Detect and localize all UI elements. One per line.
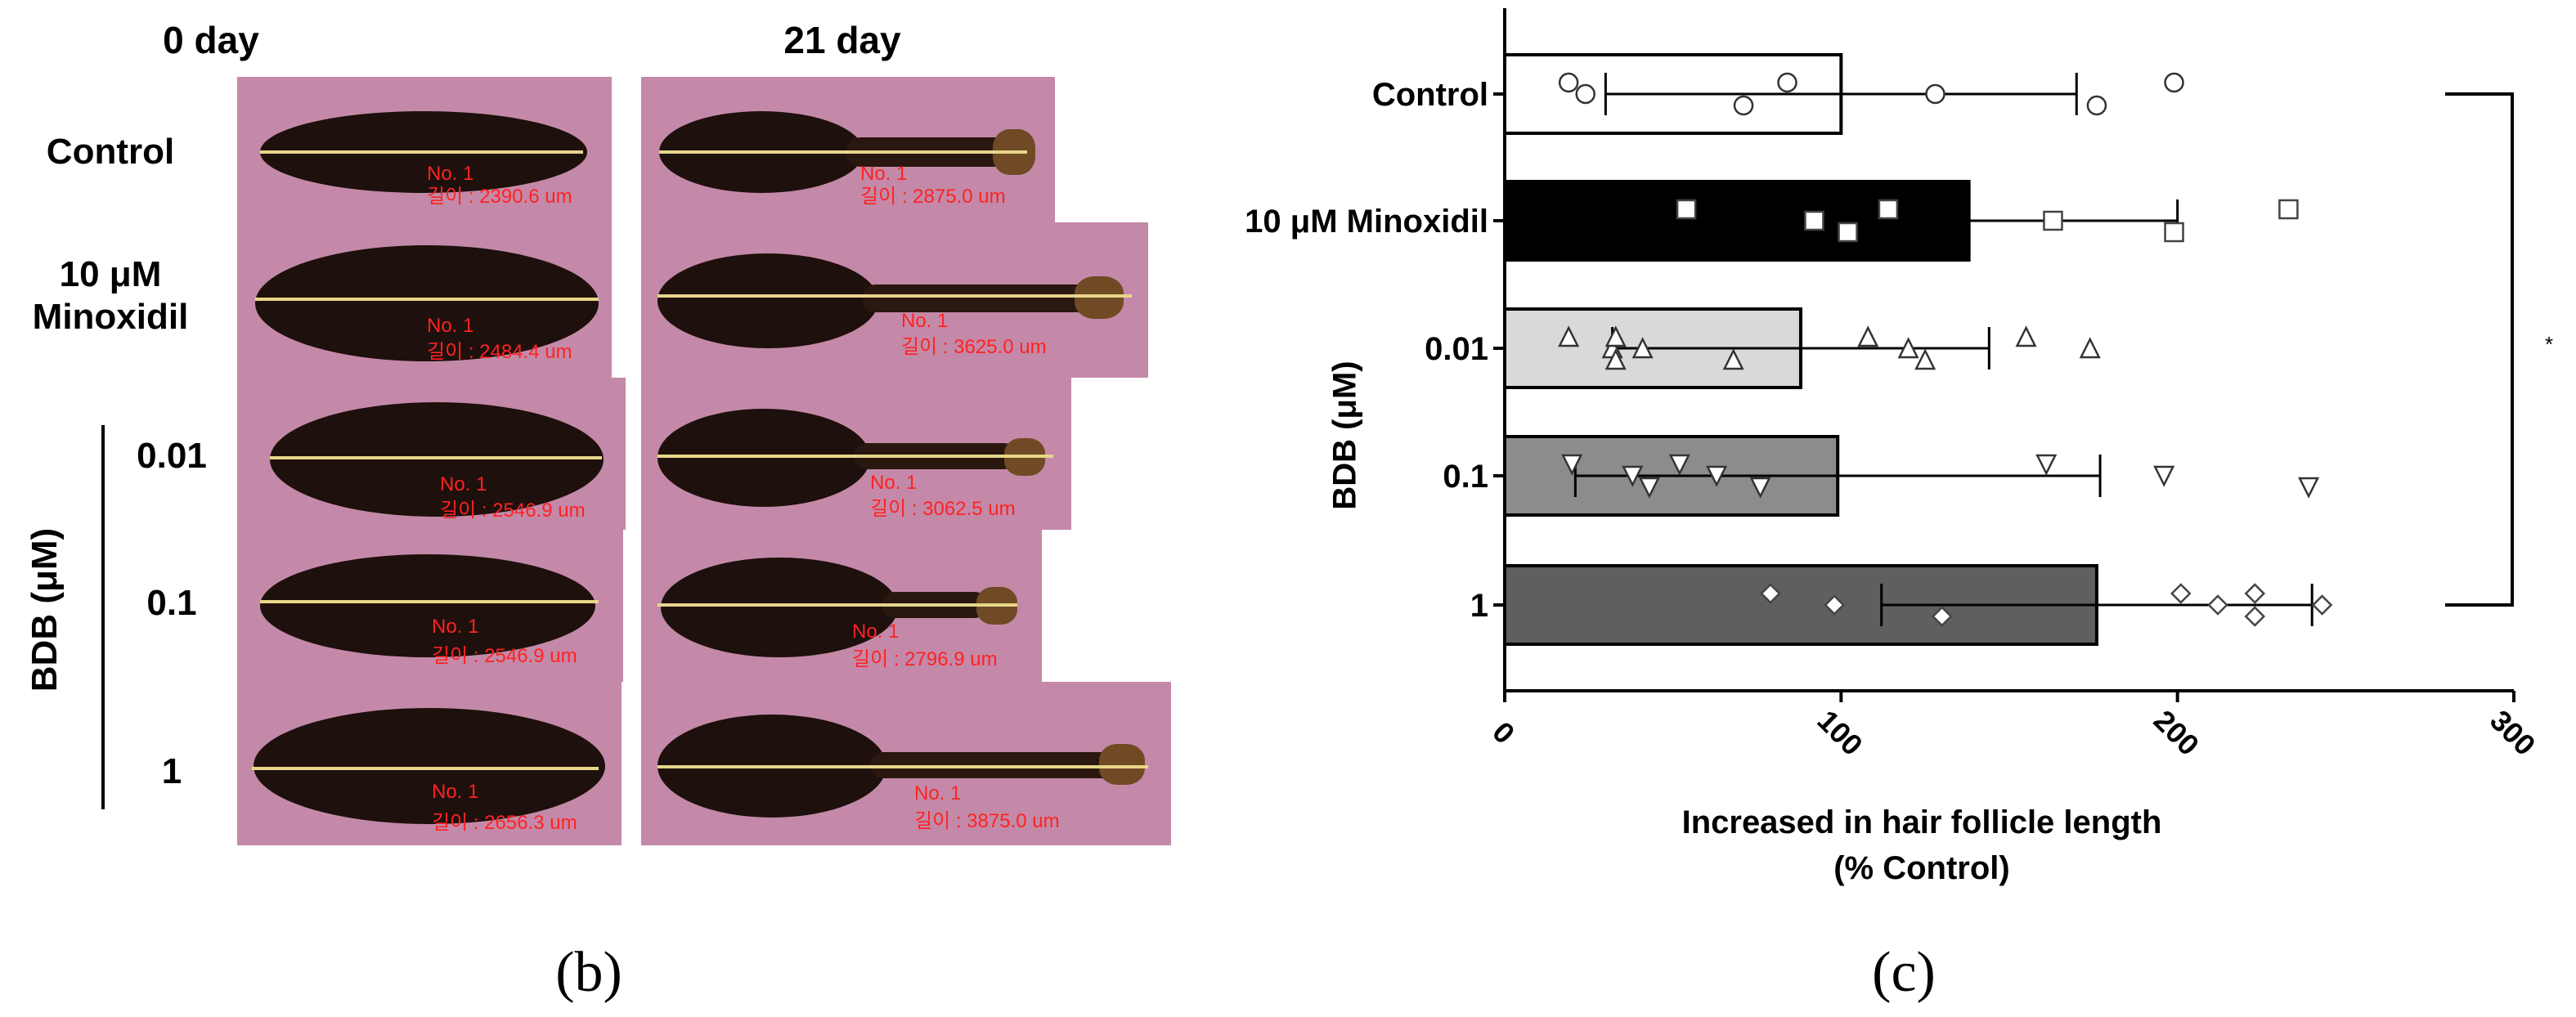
tile-length: 길이 : 2546.9 um xyxy=(440,500,586,522)
row-label-minoxidil: 10 μM Minoxidil xyxy=(32,254,189,337)
data-point xyxy=(2164,72,2184,93)
data-point xyxy=(1706,465,1728,487)
tile-length: 길이 : 2875.0 um xyxy=(860,186,1006,208)
follicle-image-control-21day: No. 1 길이 : 2875.0 um xyxy=(641,77,1055,222)
row-label-0-1: 0.1 xyxy=(146,583,197,623)
x-tick-label: 100 xyxy=(1811,703,1869,761)
follicle-image-minoxidil-21day: No. 1 길이 : 3625.0 um xyxy=(641,222,1148,378)
tile-length: 길이 : 2546.9 um xyxy=(432,645,577,667)
data-point xyxy=(1838,222,1858,243)
category-label: 1 xyxy=(1470,588,1488,624)
data-point xyxy=(1638,477,1660,499)
data-point xyxy=(1561,454,1583,476)
data-point xyxy=(1824,594,1845,616)
data-point xyxy=(2164,222,2184,243)
category-label: 10 μM Minoxidil xyxy=(1245,204,1488,240)
category-label: 0.01 xyxy=(1425,331,1488,367)
data-point xyxy=(2170,583,2192,604)
tile-number: No. 1 xyxy=(852,621,900,643)
x-tick-label: 200 xyxy=(2147,703,2206,761)
data-point xyxy=(1897,337,1919,359)
tile-length: 길이 : 3875.0 um xyxy=(914,810,1060,832)
data-point xyxy=(2244,606,2266,627)
follicle-image-bdb-0.1-21day: No. 1 길이 : 2796.9 um xyxy=(641,530,1042,682)
data-point xyxy=(1676,199,1697,220)
data-point xyxy=(1622,465,1644,487)
tile-length: 길이 : 2796.9 um xyxy=(852,648,998,670)
column-title-0-day: 0 day xyxy=(163,19,259,61)
follicle-image-bdb-0.01-0day: No. 1 길이 : 2546.9 um xyxy=(237,378,626,530)
data-point xyxy=(2244,583,2266,604)
data-point xyxy=(1749,477,1771,499)
x-axis-title: Increased in hair follicle length (% Con… xyxy=(1681,804,2162,886)
tile-number: No. 1 xyxy=(914,782,962,804)
data-point xyxy=(2278,199,2299,220)
data-point xyxy=(1558,325,1580,347)
data-point xyxy=(1760,583,1781,604)
data-point xyxy=(1777,72,1797,93)
y-axis-title: BDB (μM) xyxy=(1326,361,1363,510)
data-point xyxy=(1668,454,1690,476)
panel-label-b: (b) xyxy=(555,941,622,1004)
data-point xyxy=(1631,337,1654,359)
tile-number: No. 1 xyxy=(870,472,918,494)
category-label: Control xyxy=(1372,77,1488,113)
data-point xyxy=(1925,83,1945,105)
significance-bracket xyxy=(2445,92,2514,607)
data-point xyxy=(2035,454,2058,476)
follicle-image-bdb-1-0day: No. 1 길이 : 2656.3 um xyxy=(237,682,622,845)
tile-number: No. 1 xyxy=(432,781,479,803)
tile-number: No. 1 xyxy=(427,315,474,337)
data-point xyxy=(1722,348,1744,370)
data-point xyxy=(2015,325,2037,347)
data-point xyxy=(1931,606,1953,627)
data-point xyxy=(1604,348,1627,370)
tile-number: No. 1 xyxy=(860,163,908,185)
tile-number: No. 1 xyxy=(440,473,487,495)
data-point xyxy=(2298,477,2320,499)
panel-label-c: (c) xyxy=(1872,941,1936,1004)
data-point xyxy=(1878,199,1899,220)
follicle-image-control-0day: No. 1 길이 : 2390.6 um xyxy=(237,77,612,222)
tile-number: No. 1 xyxy=(427,163,474,185)
tile-number: No. 1 xyxy=(901,310,949,332)
data-point xyxy=(1575,83,1595,105)
category-label: 0.1 xyxy=(1443,459,1488,495)
data-point xyxy=(1733,95,1754,116)
x-tick-label: 0 xyxy=(1486,715,1521,750)
data-point xyxy=(1857,325,1879,347)
row-label-1: 1 xyxy=(161,751,182,791)
data-point xyxy=(2153,465,2175,487)
tile-length: 길이 : 2390.6 um xyxy=(427,186,572,208)
follicle-image-bdb-0.1-0day: No. 1 길이 : 2546.9 um xyxy=(237,530,623,682)
data-point xyxy=(2086,95,2107,116)
bdb-group-bracket-line xyxy=(101,425,105,809)
follicle-image-minoxidil-0day: No. 1 길이 : 2484.4 um xyxy=(237,222,612,378)
data-point xyxy=(1558,72,1579,93)
x-tick-label: 300 xyxy=(2484,703,2542,761)
data-point xyxy=(2079,337,2101,359)
data-point xyxy=(1804,210,1824,231)
follicle-image-bdb-0.01-21day: No. 1 길이 : 3062.5 um xyxy=(641,378,1071,530)
tile-length: 길이 : 2656.3 um xyxy=(432,812,577,834)
data-point xyxy=(2043,210,2063,231)
tile-number: No. 1 xyxy=(432,616,479,638)
follicle-image-bdb-1-21day: No. 1 길이 : 3875.0 um xyxy=(641,682,1171,845)
column-title-21-day: 21 day xyxy=(783,19,901,61)
significance-marker: * xyxy=(2545,332,2554,356)
data-point xyxy=(2207,594,2228,616)
tile-length: 길이 : 2484.4 um xyxy=(427,341,572,363)
tile-length: 길이 : 3625.0 um xyxy=(901,336,1047,358)
row-label-0-01: 0.01 xyxy=(137,436,207,476)
data-point xyxy=(1604,325,1627,347)
data-point xyxy=(1914,348,1936,370)
row-label-control: Control xyxy=(46,132,175,172)
tile-length: 길이 : 3062.5 um xyxy=(870,498,1016,520)
data-point xyxy=(2311,594,2333,616)
